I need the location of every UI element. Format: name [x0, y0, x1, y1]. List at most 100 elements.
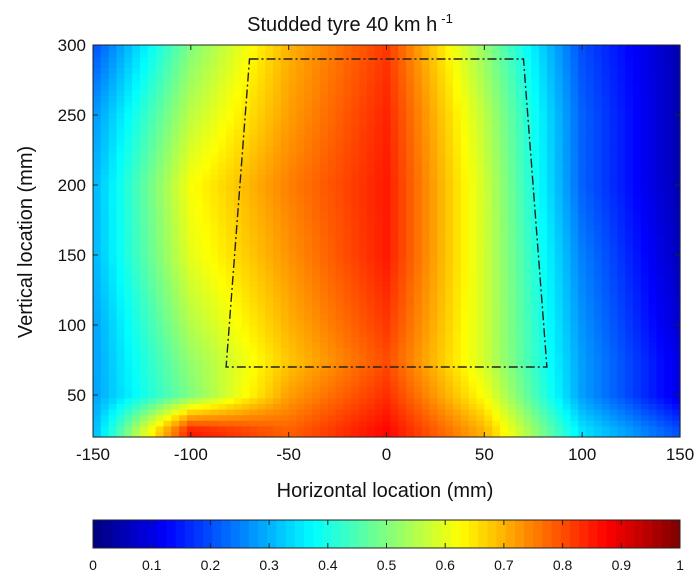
heatmap-cell	[210, 280, 219, 287]
heatmap-cell	[617, 123, 626, 130]
heatmap-cell	[460, 336, 470, 343]
heatmap-cell	[640, 213, 650, 220]
heatmap-cell	[218, 235, 227, 242]
heatmap-cell	[390, 134, 399, 141]
heatmap-cell	[429, 207, 438, 214]
heatmap-cell	[241, 381, 251, 388]
heatmap-cell	[296, 235, 305, 242]
heatmap-cell	[633, 425, 642, 432]
heatmap-cell	[233, 263, 243, 270]
heatmap-cell	[453, 325, 462, 332]
heatmap-cell	[327, 341, 337, 348]
heatmap-cell	[633, 78, 642, 85]
heatmap-cell	[656, 173, 665, 180]
heatmap-cell	[586, 392, 595, 399]
heatmap-cell	[171, 297, 180, 304]
heatmap-cell	[319, 302, 329, 309]
heatmap-cell	[562, 112, 572, 119]
heatmap-cell	[179, 140, 188, 147]
heatmap-cell	[374, 336, 384, 343]
heatmap-cell	[359, 140, 368, 147]
heatmap-cell	[468, 117, 478, 124]
heatmap-cell	[578, 201, 587, 208]
heatmap-cell	[366, 145, 376, 152]
heatmap-cell	[539, 392, 548, 399]
heatmap-cell	[312, 201, 321, 208]
heatmap-cell	[147, 61, 157, 68]
heatmap-cell	[672, 386, 681, 393]
heatmap-cell	[202, 95, 211, 102]
heatmap-cell	[296, 347, 305, 354]
heatmap-cell	[139, 123, 149, 130]
heatmap-cell	[312, 425, 321, 432]
heatmap-cell	[288, 84, 298, 91]
heatmap-cell	[139, 397, 149, 404]
heatmap-cell	[249, 112, 258, 119]
heatmap-cell	[523, 263, 532, 270]
heatmap-cell	[601, 95, 611, 102]
heatmap-cell	[351, 369, 360, 376]
heatmap-cell	[343, 280, 352, 287]
heatmap-cell	[421, 67, 431, 74]
heatmap-cell	[179, 285, 188, 292]
heatmap-cell	[163, 78, 172, 85]
heatmap-cell	[171, 291, 180, 298]
heatmap-cell	[374, 61, 384, 68]
heatmap-cell	[100, 257, 110, 264]
heatmap-cell	[640, 196, 650, 203]
heatmap-cell	[640, 73, 650, 80]
heatmap-cell	[648, 280, 658, 287]
heatmap-cell	[359, 336, 368, 343]
heatmap-cell	[601, 235, 611, 242]
heatmap-cell	[194, 185, 204, 192]
heatmap-cell	[413, 369, 423, 376]
heatmap-cell	[179, 375, 188, 382]
heatmap-cell	[562, 151, 572, 158]
heatmap-cell	[273, 151, 282, 158]
heatmap-cell	[108, 112, 118, 119]
heatmap-cell	[210, 84, 219, 91]
heatmap-cell	[218, 190, 227, 197]
heatmap-cell	[335, 134, 345, 141]
heatmap-cell	[226, 257, 235, 264]
heatmap-cell	[382, 213, 392, 220]
heatmap-cell	[304, 112, 313, 119]
heatmap-cell	[186, 420, 196, 427]
heatmap-cell	[194, 246, 204, 253]
heatmap-cell	[163, 235, 172, 242]
heatmap-cell	[249, 302, 258, 309]
heatmap-cell	[304, 347, 313, 354]
heatmap-cell	[570, 190, 579, 197]
heatmap-cell	[421, 241, 431, 248]
heatmap-cell	[226, 431, 235, 438]
heatmap-cell	[335, 341, 345, 348]
heatmap-cell	[327, 179, 337, 186]
heatmap-cell	[492, 257, 501, 264]
heatmap-cell	[664, 291, 673, 298]
heatmap-cell	[554, 235, 564, 242]
heatmap-cell	[539, 285, 548, 292]
heatmap-cell	[194, 369, 204, 376]
heatmap-cell	[625, 185, 634, 192]
heatmap-cell	[570, 201, 579, 208]
heatmap-cell	[241, 213, 251, 220]
heatmap-cell	[562, 129, 572, 136]
heatmap-cell	[273, 280, 282, 287]
heatmap-cell	[194, 173, 204, 180]
heatmap-cell	[609, 95, 618, 102]
heatmap-cell	[382, 302, 392, 309]
heatmap-cell	[468, 358, 478, 365]
heatmap-cell	[539, 106, 548, 113]
heatmap-cell	[155, 207, 165, 214]
heatmap-cell	[578, 414, 587, 421]
heatmap-cell	[546, 117, 556, 124]
heatmap-cell	[468, 179, 478, 186]
heatmap-cell	[366, 213, 376, 220]
heatmap-cell	[374, 313, 384, 320]
heatmap-cell	[218, 392, 227, 399]
heatmap-cell	[343, 308, 352, 315]
heatmap-cell	[233, 341, 243, 348]
heatmap-cell	[390, 246, 399, 253]
heatmap-cell	[351, 213, 360, 220]
heatmap-cell	[273, 101, 282, 108]
